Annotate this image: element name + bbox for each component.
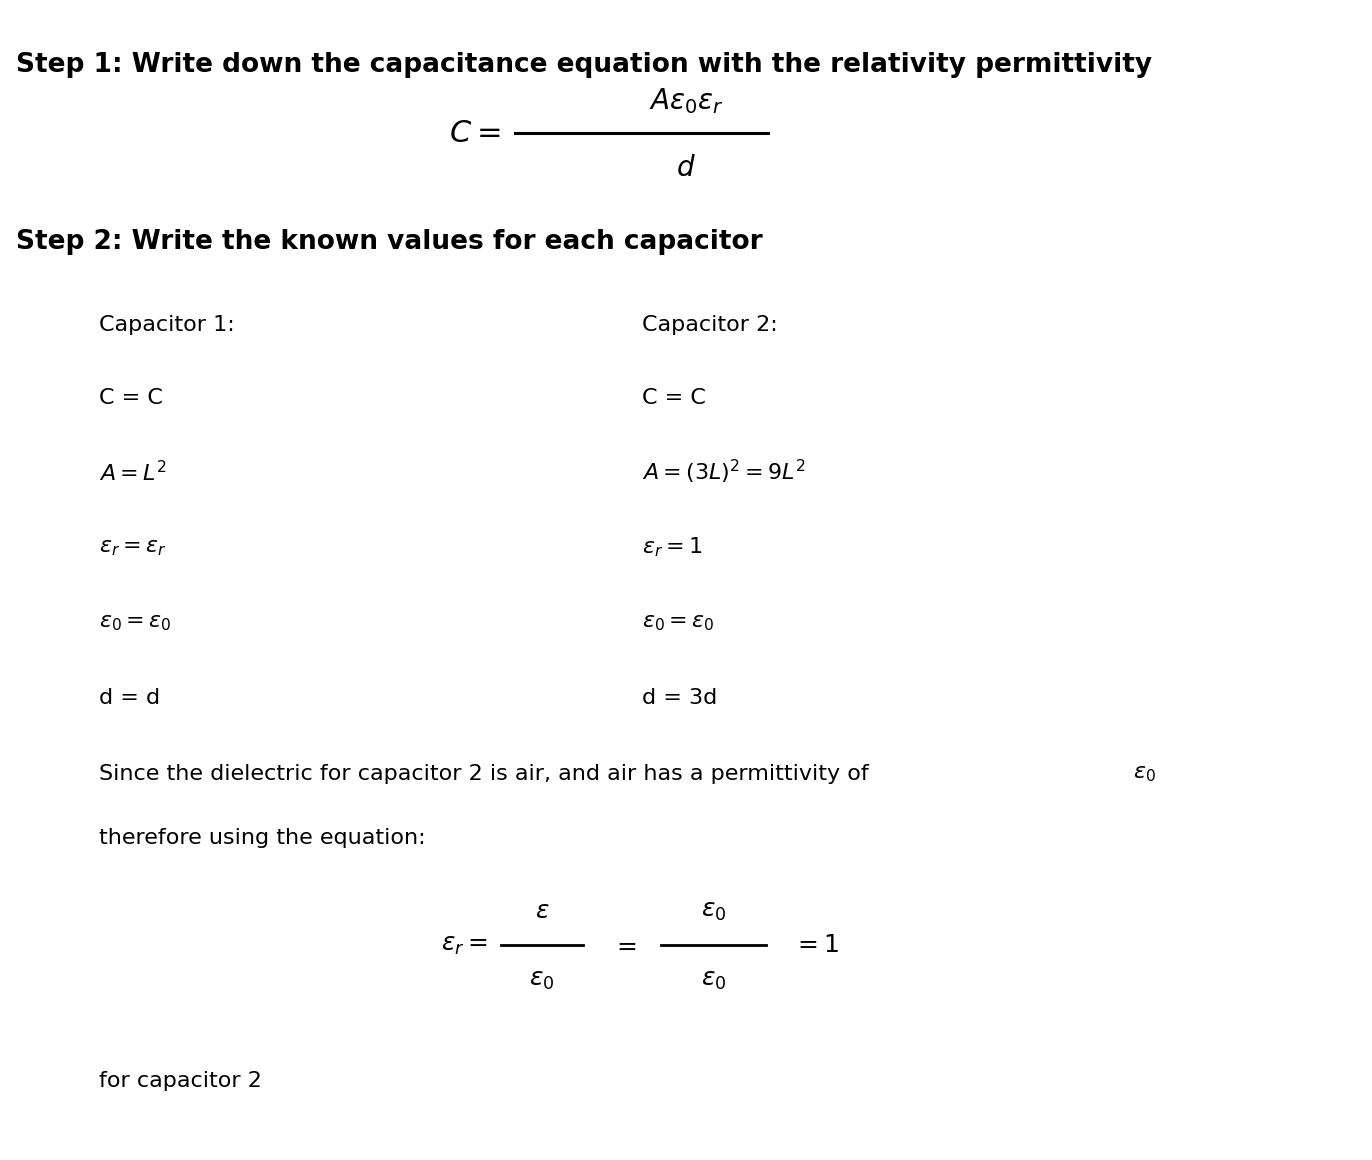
Text: $A = (3L)^2 = 9L^2$: $A = (3L)^2 = 9L^2$ (642, 458, 805, 486)
Text: $C =$: $C =$ (449, 119, 501, 148)
Text: $=$: $=$ (612, 934, 637, 957)
Text: Capacitor 2:: Capacitor 2: (642, 314, 778, 335)
Text: C = C: C = C (642, 387, 707, 408)
Text: $\varepsilon_r =$: $\varepsilon_r =$ (440, 934, 487, 957)
Text: $= 1$: $= 1$ (793, 934, 840, 957)
Text: $\varepsilon_0 = \varepsilon_0$: $\varepsilon_0 = \varepsilon_0$ (642, 612, 715, 633)
Text: Step 2: Write the known values for each capacitor: Step 2: Write the known values for each … (16, 229, 763, 254)
Text: for capacitor 2: for capacitor 2 (99, 1071, 262, 1092)
Text: $\varepsilon_r = 1$: $\varepsilon_r = 1$ (642, 536, 702, 559)
Text: $d$: $d$ (676, 154, 696, 182)
Text: $\varepsilon_r = \varepsilon_r$: $\varepsilon_r = \varepsilon_r$ (99, 537, 166, 558)
Text: $\varepsilon_0$: $\varepsilon_0$ (701, 969, 726, 992)
Text: therefore using the equation:: therefore using the equation: (99, 827, 425, 848)
Text: $\varepsilon_0 = \varepsilon_0$: $\varepsilon_0 = \varepsilon_0$ (99, 612, 172, 633)
Text: d = d: d = d (99, 688, 161, 709)
Text: $\varepsilon_0$: $\varepsilon_0$ (530, 969, 554, 992)
Text: Step 1: Write down the capacitance equation with the relativity permittivity: Step 1: Write down the capacitance equat… (16, 52, 1152, 78)
Text: $\varepsilon_0$: $\varepsilon_0$ (701, 899, 726, 922)
Text: Capacitor 1:: Capacitor 1: (99, 314, 235, 335)
Text: $\varepsilon$: $\varepsilon$ (535, 899, 549, 922)
Text: C = C: C = C (99, 387, 163, 408)
Text: d = 3d: d = 3d (642, 688, 718, 709)
Text: $A = L^2$: $A = L^2$ (99, 459, 166, 485)
Text: $\varepsilon_0$: $\varepsilon_0$ (1133, 763, 1157, 784)
Text: $A\varepsilon_0\varepsilon_r$: $A\varepsilon_0\varepsilon_r$ (649, 86, 723, 116)
Text: Since the dielectric for capacitor 2 is air, and air has a permittivity of: Since the dielectric for capacitor 2 is … (99, 763, 875, 784)
